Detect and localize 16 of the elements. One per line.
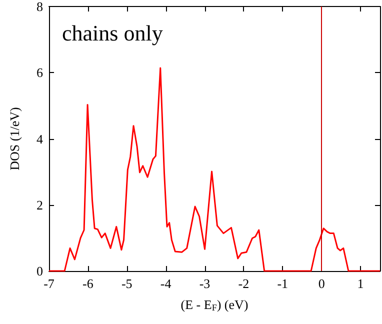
y-tick-label: 4 xyxy=(36,131,44,146)
y-axis-title: DOS (1/eV) xyxy=(7,107,22,170)
x-tick-label: -1 xyxy=(277,276,288,291)
x-tick-label: -5 xyxy=(121,276,132,291)
x-tick-label: -7 xyxy=(44,276,55,291)
x-tick-label: -2 xyxy=(238,276,250,291)
x-tick-label: 0 xyxy=(318,276,325,291)
y-tick-label: 8 xyxy=(36,0,43,14)
y-tick-label: 2 xyxy=(36,197,43,212)
x-tick-label: -3 xyxy=(199,276,210,291)
annotation: chains only xyxy=(62,20,163,46)
y-tick-label: 0 xyxy=(36,264,43,278)
x-tick-label: 1 xyxy=(357,276,364,291)
y-tick-label: 6 xyxy=(36,65,44,80)
x-tick-label: -6 xyxy=(82,276,94,291)
x-tick-label: -4 xyxy=(160,276,172,291)
